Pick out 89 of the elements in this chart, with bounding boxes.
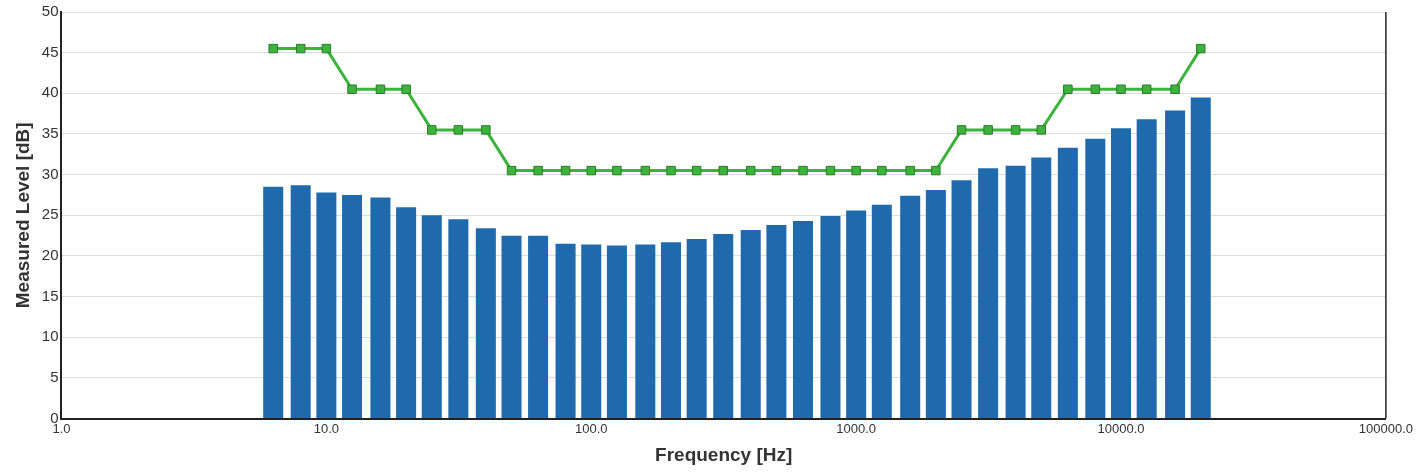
bar xyxy=(900,195,921,419)
point xyxy=(1116,84,1126,94)
point xyxy=(586,165,596,176)
point xyxy=(691,165,702,176)
bar xyxy=(1111,128,1132,419)
y-tick-label: 45 xyxy=(41,42,59,60)
point xyxy=(931,165,941,176)
bar xyxy=(342,194,363,419)
bar xyxy=(686,238,707,419)
y-tick-label: 30 xyxy=(41,164,59,182)
point xyxy=(851,165,861,176)
bar xyxy=(290,185,311,419)
x-tick-label: 10.0 xyxy=(313,420,340,436)
bar xyxy=(1031,157,1052,419)
bar xyxy=(396,207,417,419)
bar xyxy=(1190,97,1211,419)
bar xyxy=(871,204,892,419)
point xyxy=(375,84,386,94)
bar xyxy=(951,180,972,419)
point xyxy=(347,84,357,94)
bar xyxy=(978,168,999,419)
bar xyxy=(370,197,391,419)
point xyxy=(771,165,782,176)
x-axis-title: Frequency [Hz] xyxy=(655,443,793,465)
bar xyxy=(740,229,761,419)
point xyxy=(798,165,808,176)
x-tick-label: 10000.0 xyxy=(1097,420,1145,436)
y-tick-label: 10 xyxy=(41,327,59,345)
point xyxy=(1090,84,1101,94)
x-tick-label: 100.0 xyxy=(574,420,608,436)
point xyxy=(295,43,306,54)
bar xyxy=(316,192,337,419)
y-tick-label: 15 xyxy=(41,286,59,304)
point xyxy=(1196,43,1206,54)
bar xyxy=(925,190,946,419)
point xyxy=(640,165,651,176)
point xyxy=(718,165,728,176)
bar xyxy=(635,244,656,419)
point xyxy=(1170,84,1180,94)
bar xyxy=(1165,110,1186,419)
point xyxy=(321,43,332,54)
y-tick-label: 50 xyxy=(41,2,59,20)
bar xyxy=(263,186,284,419)
point xyxy=(506,165,517,176)
bar xyxy=(1057,147,1078,419)
point xyxy=(1010,125,1021,135)
point xyxy=(453,125,464,135)
x-tick-label: 1000.0 xyxy=(836,420,877,436)
x-tick-label: 100000.0 xyxy=(1358,420,1414,436)
bar xyxy=(1005,165,1026,419)
bar xyxy=(766,225,787,419)
point xyxy=(825,165,836,176)
bar xyxy=(606,245,627,419)
point xyxy=(905,165,915,176)
bar xyxy=(528,235,549,419)
point xyxy=(1141,84,1152,94)
bar xyxy=(1085,138,1106,419)
bar xyxy=(792,220,813,419)
point xyxy=(956,125,967,135)
bar xyxy=(448,219,469,419)
y-tick-label: 35 xyxy=(41,124,59,142)
y-tick-label: 40 xyxy=(41,83,59,101)
point xyxy=(401,84,411,94)
point xyxy=(560,165,571,176)
bar xyxy=(501,235,522,419)
point xyxy=(745,165,756,176)
point xyxy=(877,165,887,176)
point xyxy=(268,43,278,54)
point xyxy=(1063,84,1073,94)
bar xyxy=(475,228,496,419)
bar xyxy=(660,242,681,419)
point xyxy=(1036,125,1047,135)
point xyxy=(533,165,543,176)
point xyxy=(612,165,622,176)
point xyxy=(427,125,437,135)
bar xyxy=(581,244,602,419)
bar xyxy=(713,234,734,419)
bar xyxy=(846,210,867,419)
bar xyxy=(555,243,576,419)
bar xyxy=(1136,119,1157,419)
y-axis-title: Measured Level [dB] xyxy=(11,122,33,309)
point xyxy=(481,125,491,135)
bar xyxy=(421,215,442,419)
y-tick-label: 5 xyxy=(50,368,59,386)
y-tick-label: 25 xyxy=(41,205,59,223)
point xyxy=(666,165,676,176)
bar xyxy=(820,216,841,419)
point xyxy=(983,125,993,135)
y-tick-label: 20 xyxy=(41,246,59,264)
